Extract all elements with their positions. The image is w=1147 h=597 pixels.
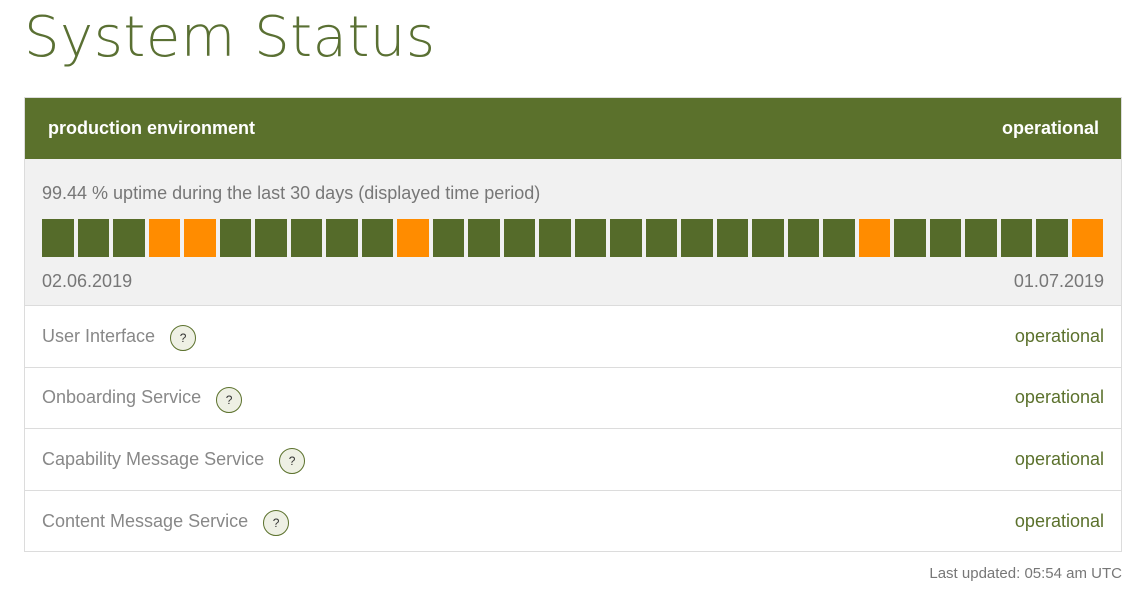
uptime-day-bar-11[interactable] [397,219,429,257]
environment-header: production environment operational [25,98,1121,159]
environment-status: operational [1001,118,1099,138]
uptime-day-bar-12[interactable] [432,219,464,257]
uptime-day-bar-27[interactable] [965,219,997,257]
service-name: User Interface [42,325,156,346]
status-panel: production environment operational 99.44… [24,97,1122,552]
last-updated: Last updated: 05:54 am UTC [929,565,1122,582]
help-icon[interactable]: ? [170,325,197,352]
uptime-day-bar-26[interactable] [929,219,961,257]
uptime-start-date: 02.06.2019 [42,271,133,291]
uptime-summary: 99.44 % uptime during the last 30 days (… [42,183,541,203]
uptime-day-bar-30[interactable] [1071,219,1103,257]
service-row-content-message-service: Content Message Service ? operational [25,491,1121,553]
service-name: Onboarding Service [42,387,202,408]
uptime-day-bar-20[interactable] [716,219,748,257]
uptime-day-bar-3[interactable] [113,219,145,257]
uptime-section: 99.44 % uptime during the last 30 days (… [25,159,1121,306]
help-icon[interactable]: ? [263,510,290,537]
help-icon[interactable]: ? [216,386,243,413]
uptime-day-bar-16[interactable] [574,219,606,257]
uptime-day-bar-4[interactable] [148,219,180,257]
uptime-day-bar-15[interactable] [539,219,571,257]
uptime-day-bar-23[interactable] [823,219,855,257]
uptime-day-bar-13[interactable] [468,219,500,257]
service-status: operational [1014,387,1104,408]
service-row-onboarding-service: Onboarding Service ? operational [25,368,1121,429]
uptime-day-bar-8[interactable] [290,219,322,257]
help-icon[interactable]: ? [279,448,306,475]
uptime-day-bar-5[interactable] [184,219,216,257]
uptime-day-bar-2[interactable] [77,219,109,257]
uptime-end-date: 01.07.2019 [1013,271,1104,291]
uptime-day-bar-21[interactable] [752,219,784,257]
service-status: operational [1014,510,1104,531]
uptime-day-bar-24[interactable] [858,219,890,257]
uptime-day-bar-22[interactable] [787,219,819,257]
page-title: System Status [24,5,436,70]
uptime-day-bar-1[interactable] [42,219,74,257]
service-status: operational [1014,448,1104,469]
uptime-day-bar-19[interactable] [681,219,713,257]
uptime-day-bar-28[interactable] [1000,219,1032,257]
uptime-day-bar-14[interactable] [503,219,535,257]
uptime-date-range: 02.06.2019 01.07.2019 [42,270,1104,292]
uptime-day-bar-25[interactable] [894,219,926,257]
uptime-day-bar-29[interactable] [1036,219,1068,257]
uptime-day-bar-10[interactable] [361,219,393,257]
uptime-day-bar-17[interactable] [610,219,642,257]
service-name: Capability Message Service [42,448,265,469]
uptime-day-bar-9[interactable] [326,219,358,257]
uptime-bars [42,219,1104,257]
service-name: Content Message Service [42,510,249,531]
uptime-day-bar-7[interactable] [255,219,287,257]
uptime-day-bar-18[interactable] [645,219,677,257]
uptime-day-bar-6[interactable] [219,219,251,257]
environment-name: production environment [48,118,255,138]
service-row-user-interface: User Interface ? operational [25,306,1121,368]
service-status: operational [1014,325,1104,346]
service-row-capability-message-service: Capability Message Service ? operational [25,429,1121,491]
